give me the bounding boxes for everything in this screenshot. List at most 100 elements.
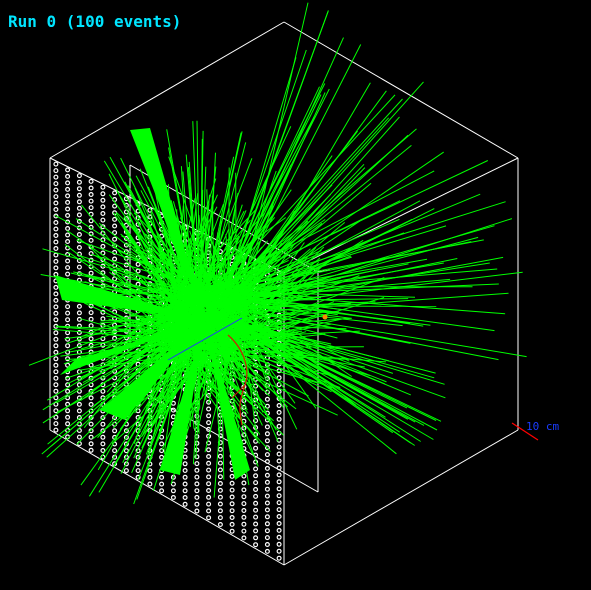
panel-dot bbox=[76, 434, 82, 440]
gamma-track bbox=[86, 274, 187, 307]
panel-dot bbox=[88, 270, 94, 276]
panel-dot bbox=[53, 375, 59, 381]
panel-dot bbox=[100, 224, 106, 230]
panel-dot bbox=[65, 219, 71, 225]
panel-dot bbox=[206, 420, 212, 426]
panel-dot bbox=[65, 226, 71, 232]
panel-dot bbox=[241, 473, 247, 479]
panel-dot bbox=[206, 413, 212, 419]
gamma-track bbox=[229, 319, 436, 374]
panel-dot bbox=[276, 541, 282, 547]
gamma-track bbox=[235, 298, 431, 326]
panel-dot bbox=[112, 216, 118, 222]
panel-dot bbox=[112, 335, 118, 341]
gamma-track bbox=[199, 194, 210, 321]
gamma-track bbox=[122, 319, 201, 464]
panel-dot bbox=[65, 414, 71, 420]
panel-dot bbox=[229, 501, 235, 507]
panel-dot bbox=[241, 521, 247, 527]
panel-dot bbox=[182, 481, 188, 487]
panel-dot bbox=[159, 454, 165, 460]
panel-dot bbox=[88, 401, 94, 407]
gamma-track bbox=[120, 157, 201, 321]
panel-dot bbox=[65, 310, 71, 316]
panel-dot bbox=[253, 514, 259, 520]
gamma-track bbox=[123, 192, 201, 321]
panel-dot bbox=[264, 541, 270, 547]
panel-dot bbox=[88, 205, 94, 211]
gamma-track bbox=[80, 312, 200, 401]
panel-dot bbox=[276, 555, 282, 561]
panel-dot bbox=[264, 535, 270, 541]
panel-dot bbox=[159, 441, 165, 447]
panel-dot bbox=[147, 481, 153, 487]
panel-dot bbox=[276, 507, 282, 513]
gamma-track bbox=[221, 86, 320, 292]
panel-dot bbox=[100, 316, 106, 322]
panel-dot bbox=[253, 521, 259, 527]
panel-dot bbox=[206, 515, 212, 521]
panel-dot bbox=[53, 187, 59, 193]
panel-dot bbox=[65, 271, 71, 277]
panel-dot bbox=[241, 501, 247, 507]
gamma-track bbox=[66, 319, 201, 385]
panel-dot bbox=[206, 447, 212, 453]
panel-dot bbox=[264, 548, 270, 554]
gamma-track bbox=[194, 344, 261, 435]
gamma-track bbox=[222, 258, 428, 296]
panel-dot bbox=[182, 468, 188, 474]
gamma-bundle bbox=[100, 320, 205, 420]
panel-dot bbox=[264, 438, 270, 444]
dot-icon bbox=[322, 314, 328, 320]
panel-dot bbox=[53, 233, 59, 239]
gamma-track bbox=[214, 151, 444, 309]
panel-dot bbox=[65, 408, 71, 414]
panel-dot bbox=[53, 414, 59, 420]
gamma-track bbox=[225, 290, 416, 298]
panel-dot bbox=[100, 217, 106, 223]
panel-dot bbox=[182, 461, 188, 467]
gamma-bundle bbox=[205, 320, 250, 480]
gamma-track bbox=[238, 82, 371, 308]
panel-dot bbox=[53, 349, 59, 355]
panel-dot bbox=[276, 389, 282, 395]
gamma-track bbox=[192, 121, 201, 321]
panel-dot bbox=[65, 199, 71, 205]
panel-dot bbox=[229, 514, 235, 520]
gamma-track bbox=[212, 303, 499, 361]
panel-dot bbox=[253, 473, 259, 479]
panel-dot bbox=[100, 184, 106, 190]
panel-dot bbox=[206, 481, 212, 487]
gamma-track bbox=[223, 218, 513, 312]
gamma-track bbox=[212, 304, 403, 327]
frame-edge bbox=[49, 429, 285, 566]
panel-dot bbox=[217, 446, 223, 452]
gamma-track bbox=[230, 348, 387, 363]
panel-dot bbox=[53, 336, 59, 342]
gamma-track bbox=[217, 348, 297, 410]
gamma-track bbox=[187, 167, 201, 321]
gamma-track bbox=[229, 319, 409, 420]
panel-dot bbox=[76, 173, 82, 179]
panel-dot bbox=[112, 223, 118, 229]
gamma-track bbox=[229, 319, 438, 431]
panel-dot bbox=[76, 408, 82, 414]
panel-dot bbox=[76, 205, 82, 211]
panel-dot bbox=[276, 472, 282, 478]
gamma-track bbox=[223, 11, 329, 296]
gamma-track bbox=[231, 163, 365, 304]
panel-dot bbox=[206, 440, 212, 446]
panel-dot bbox=[170, 488, 176, 494]
panel-dot bbox=[53, 284, 59, 290]
panel-dot bbox=[264, 431, 270, 437]
panel-dot bbox=[53, 161, 59, 167]
panel-dot bbox=[194, 454, 200, 460]
gamma-track bbox=[183, 307, 224, 315]
panel-dot bbox=[53, 317, 59, 323]
gamma-track bbox=[229, 319, 394, 434]
gamma-bundle bbox=[160, 320, 205, 475]
panel-dot bbox=[241, 535, 247, 541]
panel-dot bbox=[65, 382, 71, 388]
panel-dot bbox=[88, 441, 94, 447]
